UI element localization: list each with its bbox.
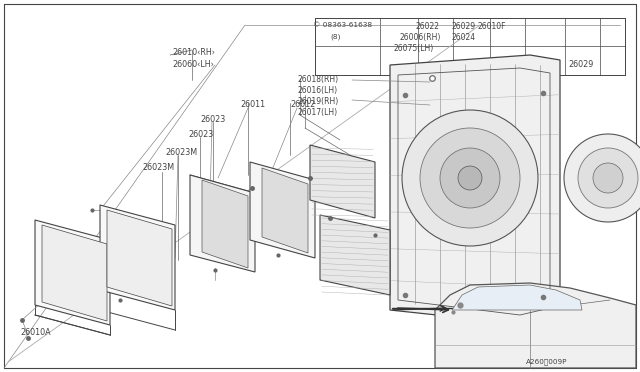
Circle shape bbox=[593, 163, 623, 193]
Polygon shape bbox=[435, 283, 636, 368]
Polygon shape bbox=[390, 55, 560, 325]
Text: 26023M: 26023M bbox=[142, 163, 174, 172]
Polygon shape bbox=[452, 285, 582, 310]
Polygon shape bbox=[190, 175, 255, 272]
Circle shape bbox=[420, 128, 520, 228]
Text: 26023: 26023 bbox=[200, 115, 225, 124]
Text: 26024: 26024 bbox=[452, 33, 476, 42]
Polygon shape bbox=[320, 215, 390, 295]
Text: (8): (8) bbox=[330, 33, 340, 39]
Polygon shape bbox=[250, 162, 315, 258]
Text: 26075(LH): 26075(LH) bbox=[393, 44, 433, 53]
Circle shape bbox=[440, 148, 500, 208]
Polygon shape bbox=[310, 145, 375, 218]
Text: 26029: 26029 bbox=[452, 22, 476, 31]
Text: 26023: 26023 bbox=[188, 130, 213, 139]
Text: 26029: 26029 bbox=[568, 60, 593, 69]
Text: 26019(RH): 26019(RH) bbox=[298, 97, 339, 106]
Polygon shape bbox=[42, 225, 107, 321]
Text: 26010A: 26010A bbox=[20, 328, 51, 337]
Polygon shape bbox=[35, 220, 110, 325]
Text: 26018(RH): 26018(RH) bbox=[298, 75, 339, 84]
Circle shape bbox=[458, 166, 482, 190]
Circle shape bbox=[564, 134, 640, 222]
Text: 26022: 26022 bbox=[415, 22, 439, 31]
Text: © 08363-61638: © 08363-61638 bbox=[313, 22, 372, 28]
Text: 26006(RH): 26006(RH) bbox=[400, 33, 442, 42]
Polygon shape bbox=[262, 168, 308, 253]
Text: 26023M: 26023M bbox=[165, 148, 197, 157]
Text: 26016(LH): 26016(LH) bbox=[298, 86, 338, 95]
Text: 26011: 26011 bbox=[240, 100, 265, 109]
Text: 26060‹LH›: 26060‹LH› bbox=[172, 60, 214, 69]
Polygon shape bbox=[107, 210, 172, 306]
Circle shape bbox=[402, 110, 538, 246]
Polygon shape bbox=[202, 180, 248, 268]
Circle shape bbox=[578, 148, 638, 208]
Text: 26012: 26012 bbox=[290, 100, 316, 109]
Text: A260〉009P: A260〉009P bbox=[526, 358, 568, 365]
Text: 26010‹RH›: 26010‹RH› bbox=[172, 48, 215, 57]
Text: 26010F: 26010F bbox=[477, 22, 506, 31]
Polygon shape bbox=[100, 205, 175, 310]
Text: 26017(LH): 26017(LH) bbox=[298, 108, 338, 117]
